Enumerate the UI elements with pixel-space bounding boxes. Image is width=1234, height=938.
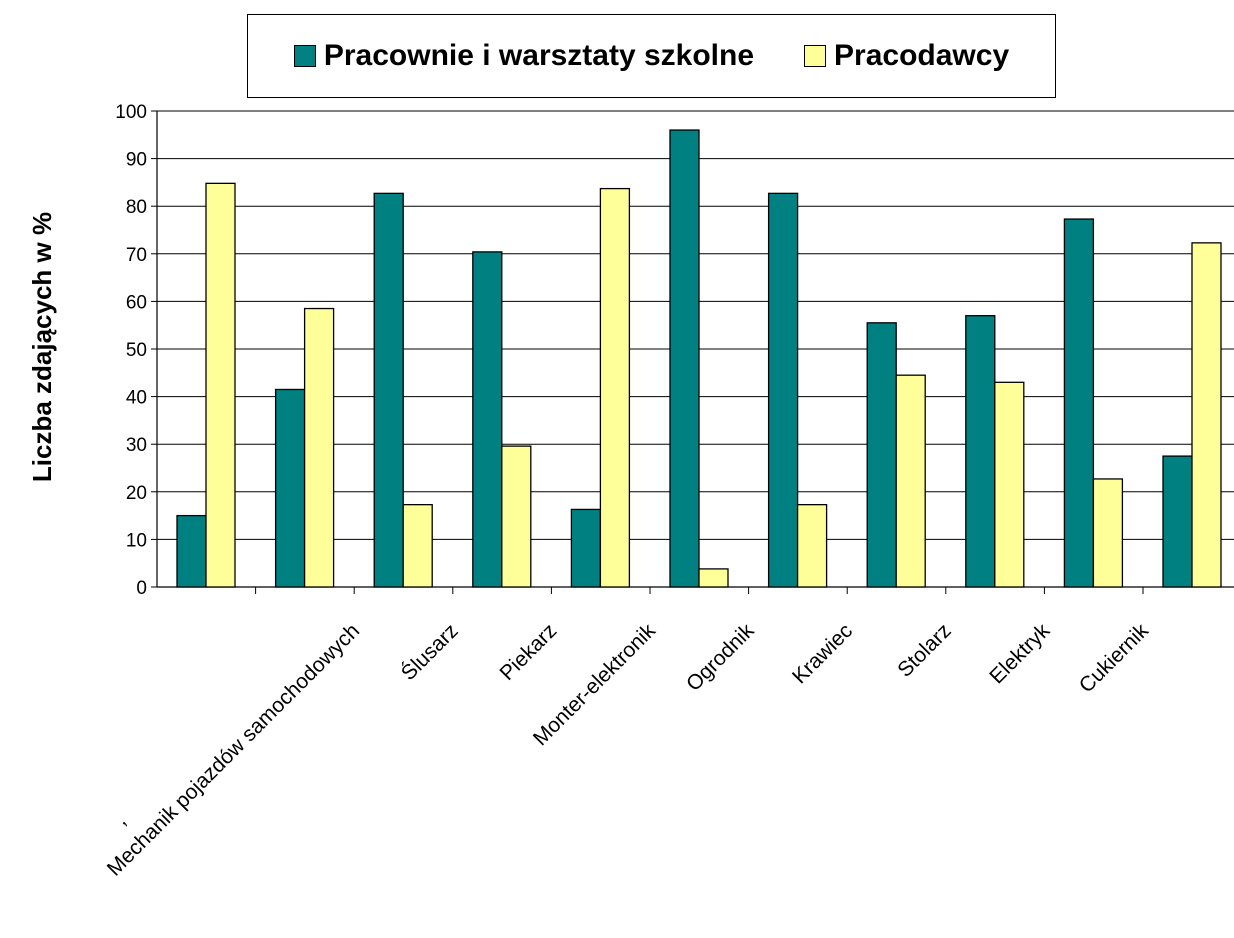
x-category-label: Elektryk (985, 619, 1054, 688)
x-category-label: Mechanik pojazdów samochodowych (103, 619, 364, 880)
y-tick-label: 60 (126, 292, 147, 313)
bar-series-1-8 (965, 315, 996, 588)
bar-series-1-5 (669, 129, 700, 588)
legend-swatch-series-2 (804, 45, 827, 67)
y-tick-label: 40 (126, 388, 147, 409)
y-tick-label: 0 (136, 578, 147, 599)
bar-series-1-3 (472, 251, 503, 588)
bar-series-1-2 (373, 192, 404, 588)
bar-series-1-7 (866, 322, 897, 588)
bar-series-2-6 (796, 504, 828, 588)
legend-item-series-1: Pracownie i warsztaty szkolne (293, 39, 755, 73)
bar-series-2-3 (501, 445, 532, 588)
bar-series-1-6 (767, 192, 799, 588)
y-tick-label: 20 (126, 483, 147, 504)
x-category-label: Krawiec (788, 619, 857, 688)
x-category-label: , (110, 809, 130, 829)
x-category-label: Piekarz (496, 619, 562, 685)
bar-series-1-0 (176, 514, 207, 588)
bar-series-2-1 (303, 307, 335, 588)
x-category-label: Ogrodnik (682, 619, 759, 696)
bar-series-2-0 (205, 182, 236, 588)
bar-series-2-7 (895, 374, 926, 588)
bar-series-2-9 (1092, 478, 1124, 588)
x-category-label: Cukiernik (1075, 619, 1154, 698)
bar-series-2-8 (994, 381, 1025, 588)
bar-series-1-9 (1063, 218, 1095, 588)
legend-label-series-1: Pracownie i warsztaty szkolne (323, 39, 755, 72)
y-tick-label: 50 (126, 340, 147, 361)
y-tick-label: 70 (126, 245, 147, 266)
y-tick-label: 10 (126, 530, 147, 551)
legend-item-series-2: Pracodawcy (804, 39, 1009, 73)
x-category-label: Stolarz (893, 619, 955, 681)
bar-series-2-5 (698, 568, 729, 588)
bar-series-2-2 (402, 504, 433, 588)
y-tick-label: 90 (126, 150, 147, 171)
bar-series-2-10 (1191, 242, 1222, 588)
bar-series-1-1 (274, 388, 306, 588)
bar-series-2-4 (599, 187, 631, 588)
y-tick-label: 80 (126, 197, 147, 218)
legend: Pracownie i warsztaty szkolne Pracodawcy (247, 14, 1056, 98)
bar-series-1-10 (1162, 455, 1193, 588)
bar-series-1-4 (570, 508, 602, 588)
legend-label-series-2: Pracodawcy (834, 39, 1010, 72)
y-tick-label: 100 (115, 102, 147, 123)
x-category-label: Ślusarz (396, 619, 462, 685)
legend-swatch-series-1 (293, 45, 316, 67)
y-tick-label: 30 (126, 435, 147, 456)
